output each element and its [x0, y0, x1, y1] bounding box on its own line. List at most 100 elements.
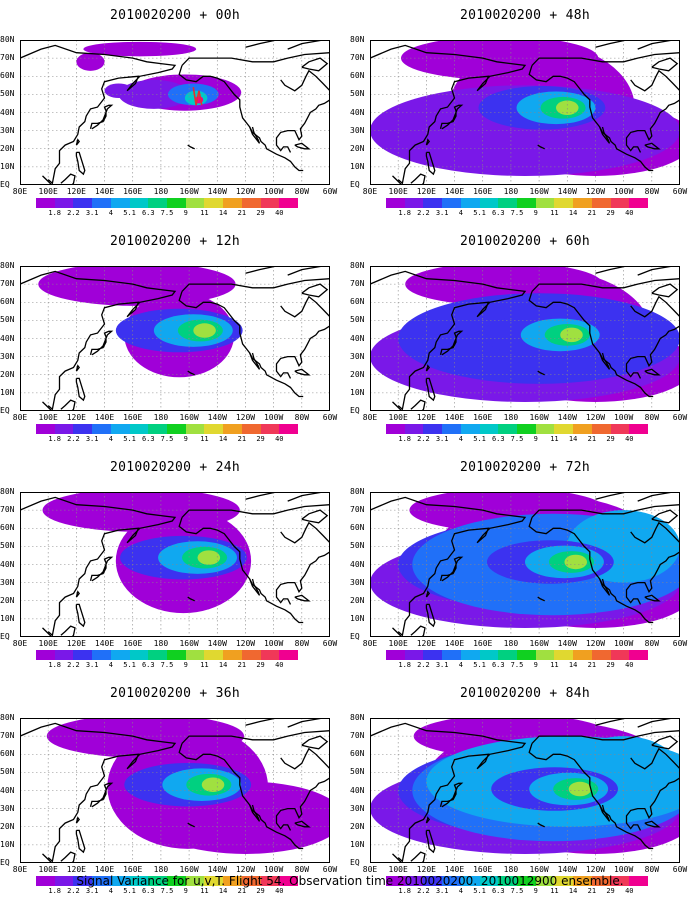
variance-contour [564, 554, 587, 570]
lon-tick-label: 100W [263, 639, 284, 648]
coastline [392, 175, 403, 185]
colorbar-level-label: 14 [568, 209, 578, 217]
lat-tick-label: 80N [350, 487, 365, 496]
coastline [630, 295, 680, 318]
colorbar-level-label: 29 [606, 209, 615, 217]
coastline [528, 517, 654, 624]
variance-map [370, 492, 680, 637]
variance-map [20, 492, 330, 637]
variance-contour [118, 79, 190, 109]
coastline [410, 625, 426, 637]
colorbar-level-label: 21 [237, 887, 247, 895]
lat-tick-label: 20N [0, 595, 15, 605]
coastline [425, 377, 436, 402]
colorbar-level-label: 11 [200, 209, 209, 217]
colorbar-level-label: 2.2 [417, 661, 430, 669]
lon-tick-label: 100W [263, 187, 284, 196]
coastline [644, 368, 661, 376]
colorbar-level-label: 29 [256, 661, 265, 669]
lat-tick-label: 10N [350, 839, 365, 849]
lon-tick-label: 160W [179, 187, 199, 196]
colorbar-swatch [423, 876, 443, 886]
colorbar-level-label: 40 [275, 887, 284, 895]
coastline [651, 509, 679, 524]
coastline [89, 782, 114, 808]
colorbar-swatch [404, 198, 424, 208]
colorbar-level-label: 2.2 [67, 887, 80, 895]
coastline [60, 851, 76, 863]
coastline [60, 173, 76, 185]
colorbar-swatch [498, 876, 518, 886]
coastline [651, 735, 679, 750]
lon-tick-label: 140E [444, 413, 465, 422]
colorbar-level-label: 7.5 [160, 209, 174, 217]
lon-tick-label: 180 [153, 865, 169, 874]
colorbar-swatch [629, 650, 649, 660]
lon-tick-label: 120W [235, 865, 256, 874]
coastline [595, 718, 627, 726]
lon-tick-label: 60W [322, 187, 338, 196]
colorbar-swatch [148, 424, 168, 434]
colorbar-swatch [92, 650, 111, 660]
colorbar-swatch [535, 424, 555, 434]
colorbar-level-label: 9 [533, 209, 538, 217]
coastline [392, 401, 403, 411]
coastline [637, 492, 674, 502]
coastline [249, 352, 261, 370]
colorbar-swatch [110, 198, 130, 208]
lat-tick-label: 50N [0, 767, 15, 777]
variance-contour [46, 718, 245, 758]
lon-tick-label: 160E [123, 413, 143, 422]
lon-tick-label: 80E [12, 639, 28, 648]
coastline [287, 492, 324, 502]
coastline [294, 142, 311, 150]
colorbar-level-label: 21 [237, 661, 247, 669]
colorbar-swatch [241, 650, 261, 660]
lon-tick-label: 80W [294, 187, 310, 196]
lon-tick-label: 80E [12, 413, 28, 422]
coastline [637, 40, 674, 50]
coastline [392, 853, 403, 863]
colorbar-level-label: 21 [237, 435, 247, 443]
colorbar-level-label: 1.8 [48, 435, 62, 443]
lon-tick-label: 120W [585, 639, 606, 648]
lon-tick-label: 80E [362, 413, 378, 422]
coastline [531, 730, 680, 744]
colorbar-level-label: 3.1 [435, 661, 449, 669]
lon-tick-label: 60W [672, 865, 688, 874]
coastline [410, 173, 426, 185]
coastline [625, 777, 680, 831]
lon-tick-label: 160W [179, 639, 199, 648]
lon-tick-label: 160E [473, 639, 493, 648]
coastline [249, 578, 261, 596]
colorbar-swatch [148, 198, 168, 208]
coastline [75, 603, 86, 628]
forecast-panel: 2010020200 + 84h 80N 70N 60N 50N 40N 30N 20N 10N… [350, 678, 700, 900]
lat-tick-label: 30N [350, 125, 365, 135]
colorbar-swatch [204, 424, 224, 434]
colorbar-level-label: 7.5 [160, 887, 174, 895]
coastline [599, 126, 611, 144]
lat-tick-label: EQ [0, 180, 10, 189]
coastline [245, 40, 277, 48]
lon-tick-label: 160E [123, 865, 143, 874]
lon-tick-label: 80W [294, 413, 310, 422]
colorbar-swatch [148, 876, 168, 886]
lat-tick-label: 70N [350, 731, 365, 741]
colorbar-level-label: 40 [275, 661, 284, 669]
coastline [625, 99, 680, 153]
lon-tick-label: 180 [153, 413, 169, 422]
colorbar-level-label: 40 [625, 661, 634, 669]
lat-tick-label: 70N [350, 279, 365, 289]
coastline [280, 521, 330, 544]
colorbar-swatch [573, 876, 592, 886]
colorbar-level-label: 40 [625, 209, 634, 217]
coastline [595, 492, 627, 500]
lat-tick-label: 50N [350, 89, 365, 99]
colorbar-swatch [591, 198, 611, 208]
lon-tick-label: 120W [585, 413, 606, 422]
colorbar-swatch [148, 650, 168, 660]
colorbar-swatch [535, 650, 555, 660]
lon-tick-label: 140W [207, 639, 227, 648]
colorbar [36, 424, 299, 434]
